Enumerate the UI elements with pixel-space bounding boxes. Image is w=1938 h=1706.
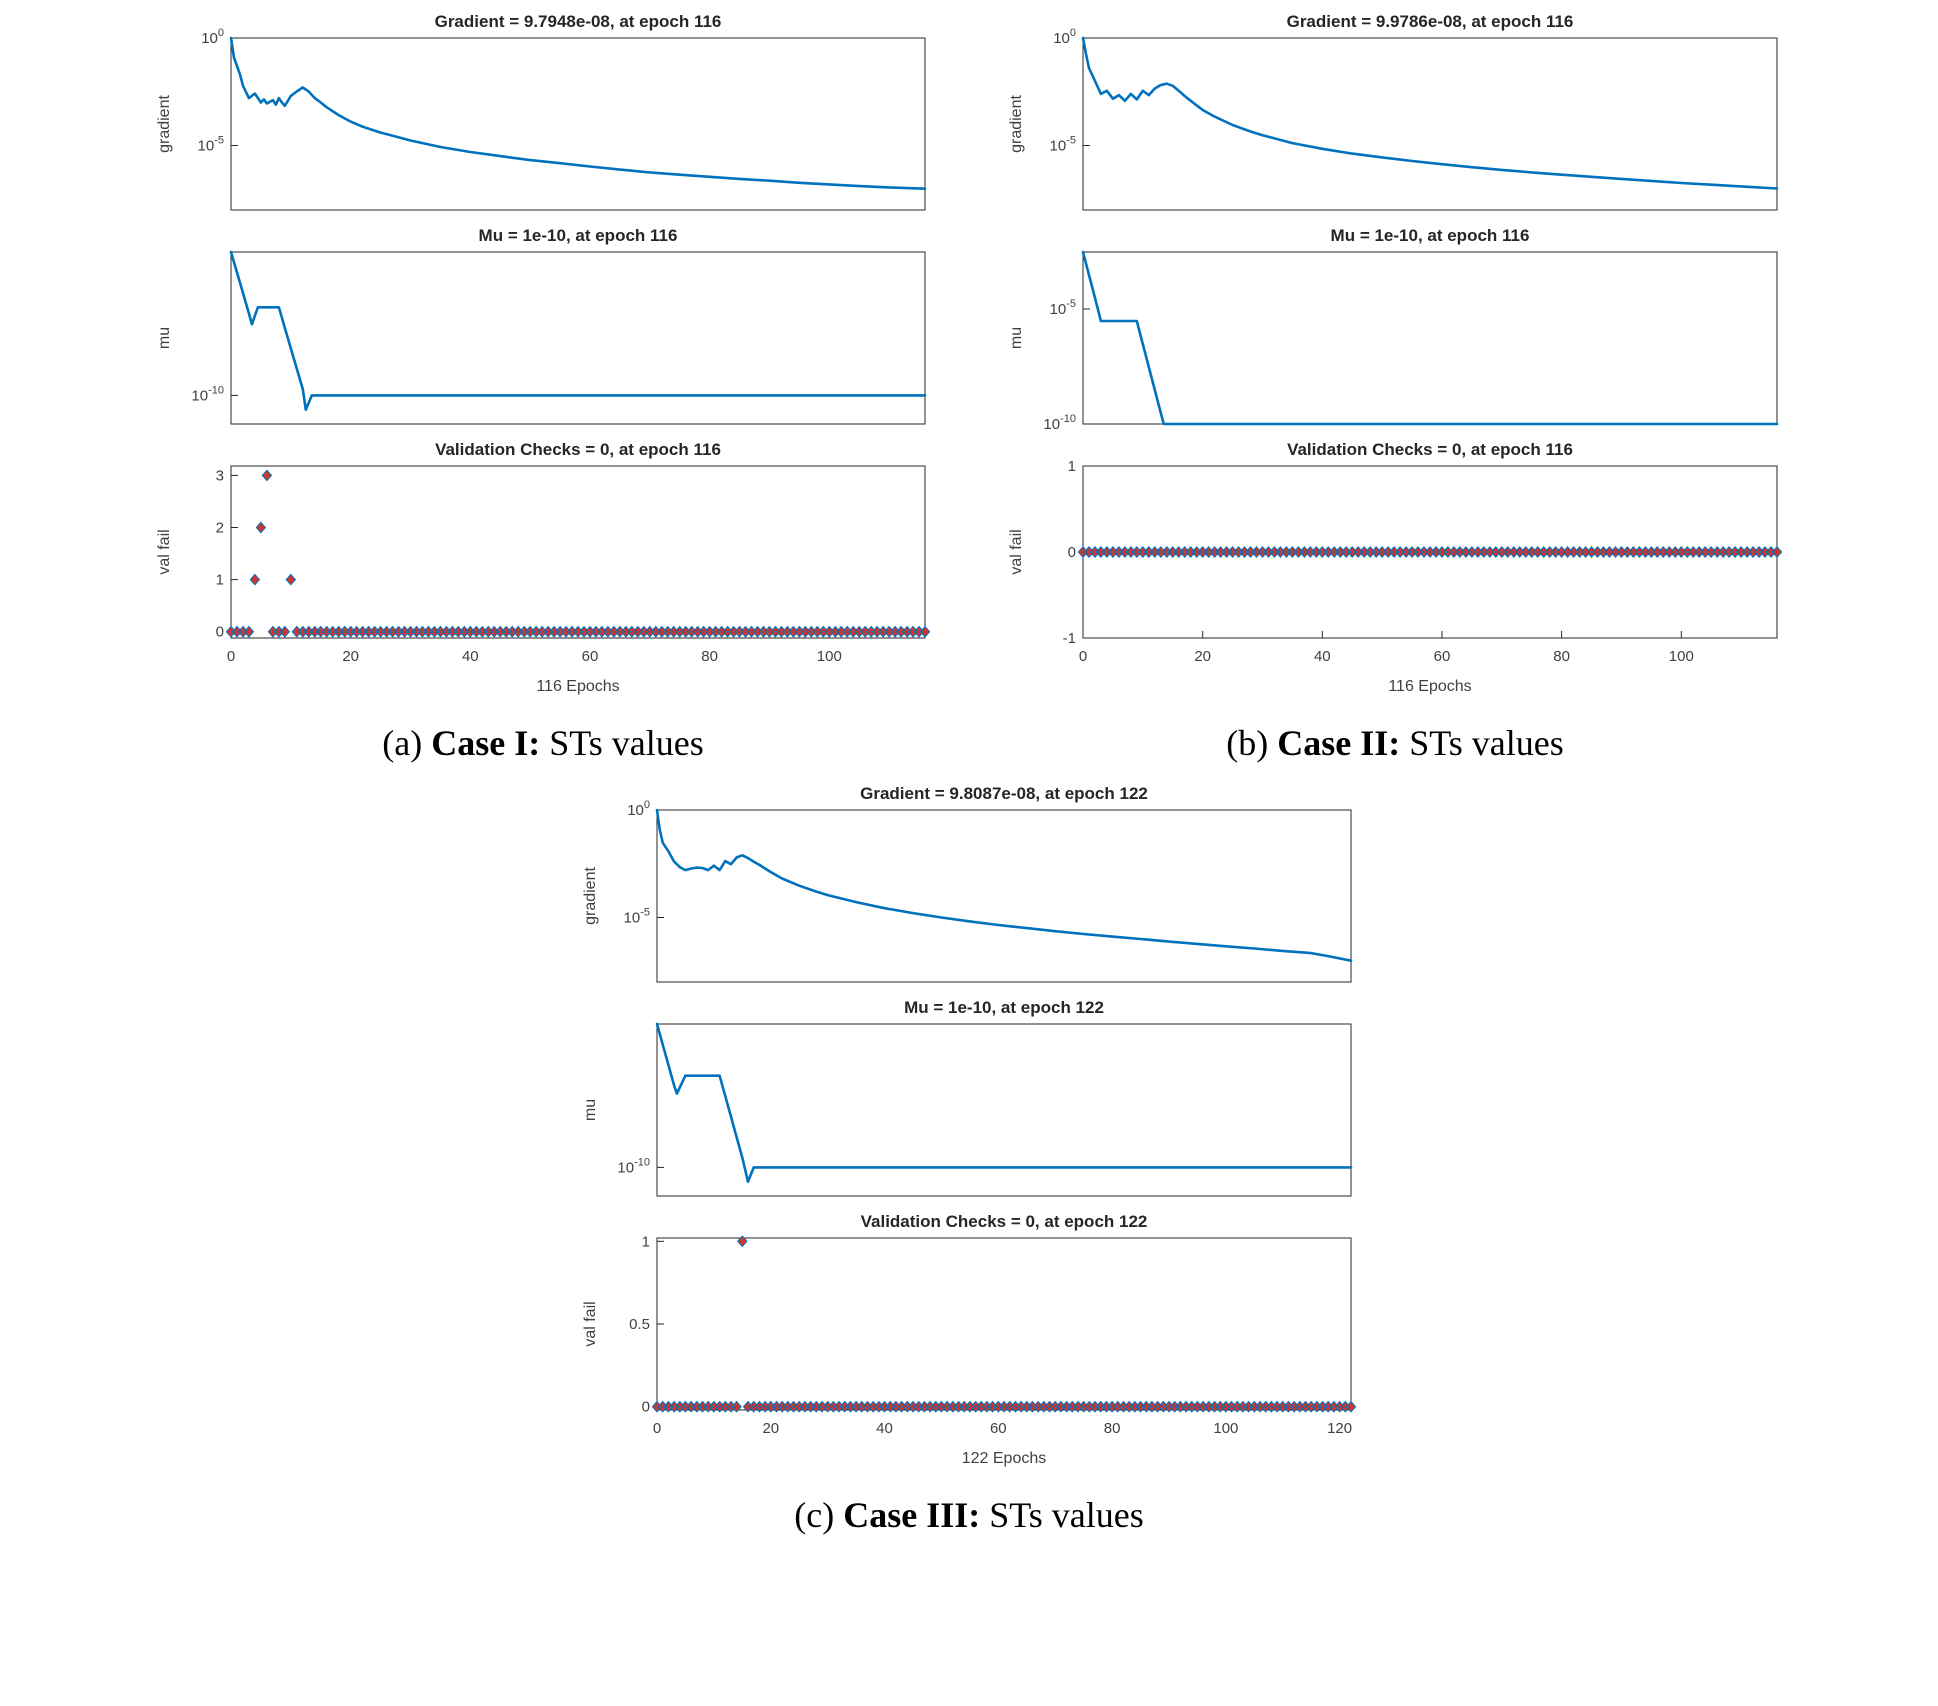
svg-text:40: 40 — [462, 648, 479, 665]
svg-text:100: 100 — [1053, 27, 1076, 47]
subplot-val-fail-case-c: Validation Checks = 0, at epoch 122 val f… — [579, 1208, 1359, 1486]
svg-text:3: 3 — [216, 467, 224, 484]
svg-text:Gradient = 9.7948e-08, at epoc: Gradient = 9.7948e-08, at epoch 116 — [435, 12, 722, 31]
svg-text:1: 1 — [642, 1233, 650, 1250]
svg-text:100: 100 — [627, 799, 650, 819]
svg-text:val fail: val fail — [156, 529, 173, 574]
svg-text:1: 1 — [216, 572, 224, 589]
svg-text:Mu = 1e-10, at epoch 116: Mu = 1e-10, at epoch 116 — [479, 226, 678, 245]
captions-top-row: (a) Case I: STs values (b) Case II: STs … — [153, 722, 1785, 764]
svg-text:100: 100 — [1213, 1420, 1238, 1437]
svg-text:mu: mu — [156, 327, 173, 349]
subplot-mu-case-a: Mu = 1e-10, at epoch 116 mu 10-10 — [153, 222, 933, 436]
svg-text:Validation Checks = 0, at epoc: Validation Checks = 0, at epoch 116 — [435, 440, 721, 459]
svg-text:Gradient = 9.8087e-08, at epoc: Gradient = 9.8087e-08, at epoch 122 — [860, 784, 1148, 803]
svg-text:-1: -1 — [1063, 630, 1076, 647]
svg-text:116 Epochs: 116 Epochs — [1388, 678, 1471, 695]
svg-text:val fail: val fail — [1008, 529, 1025, 574]
captions-bottom-row: (c) Case III: STs values — [579, 1494, 1359, 1536]
svg-text:80: 80 — [701, 648, 718, 665]
svg-text:gradient: gradient — [1008, 95, 1025, 153]
svg-text:2: 2 — [216, 520, 224, 537]
svg-text:Mu = 1e-10, at epoch 116: Mu = 1e-10, at epoch 116 — [1331, 226, 1530, 245]
svg-text:60: 60 — [582, 648, 599, 665]
caption-b-case-label: Case II: — [1277, 723, 1401, 763]
caption-a-rest: STs values — [540, 723, 704, 763]
caption-c-rest: STs values — [980, 1495, 1144, 1535]
top-row: Gradient = 9.7948e-08, at epoch 116 gradi… — [153, 8, 1785, 714]
svg-text:100: 100 — [1669, 648, 1694, 665]
svg-text:0: 0 — [1068, 544, 1076, 561]
svg-text:gradient: gradient — [582, 867, 599, 925]
svg-text:0: 0 — [216, 624, 224, 641]
caption-a-case-label: Case I: — [431, 723, 541, 763]
bottom-row: Gradient = 9.8087e-08, at epoch 122 gradi… — [579, 780, 1359, 1486]
svg-text:0: 0 — [1079, 648, 1087, 665]
figure-training-states: Gradient = 9.7948e-08, at epoch 116 gradi… — [153, 8, 1785, 1536]
svg-text:0: 0 — [653, 1420, 661, 1437]
subplot-gradient-case-c: Gradient = 9.8087e-08, at epoch 122 gradi… — [579, 780, 1359, 994]
svg-text:10-5: 10-5 — [1050, 298, 1076, 318]
svg-text:1: 1 — [1068, 458, 1076, 475]
svg-text:Validation Checks = 0, at epoc: Validation Checks = 0, at epoch 116 — [1287, 440, 1573, 459]
svg-text:80: 80 — [1104, 1420, 1121, 1437]
svg-text:Mu = 1e-10, at epoch 122: Mu = 1e-10, at epoch 122 — [904, 998, 1104, 1017]
caption-a-prefix: (a) — [382, 723, 432, 763]
svg-text:Validation Checks = 0, at epoc: Validation Checks = 0, at epoch 122 — [861, 1212, 1148, 1231]
subplot-gradient-case-a: Gradient = 9.7948e-08, at epoch 116 gradi… — [153, 8, 933, 222]
svg-text:10-10: 10-10 — [617, 1156, 650, 1176]
svg-text:60: 60 — [1434, 648, 1451, 665]
svg-text:gradient: gradient — [156, 95, 173, 153]
svg-text:122 Epochs: 122 Epochs — [962, 1450, 1047, 1467]
subplot-val-fail-case-b: Validation Checks = 0, at epoch 116 val f… — [1005, 436, 1785, 714]
caption-a: (a) Case I: STs values — [153, 722, 933, 764]
svg-text:40: 40 — [876, 1420, 893, 1437]
svg-text:0: 0 — [227, 648, 235, 665]
caption-c-case-label: Case III: — [843, 1495, 981, 1535]
svg-text:100: 100 — [201, 27, 224, 47]
svg-text:mu: mu — [582, 1099, 599, 1121]
svg-text:0: 0 — [642, 1399, 650, 1416]
caption-c-prefix: (c) — [794, 1495, 844, 1535]
svg-text:20: 20 — [1194, 648, 1211, 665]
svg-text:10-5: 10-5 — [624, 907, 650, 927]
svg-text:100: 100 — [817, 648, 842, 665]
panel-case-iii: Gradient = 9.8087e-08, at epoch 122 gradi… — [579, 780, 1359, 1486]
svg-text:0.5: 0.5 — [629, 1316, 650, 1333]
svg-text:80: 80 — [1553, 648, 1570, 665]
svg-text:116 Epochs: 116 Epochs — [536, 678, 619, 695]
subplot-mu-case-b: Mu = 1e-10, at epoch 116 mu 10-5 10-10 — [1005, 222, 1785, 436]
subplot-mu-case-c: Mu = 1e-10, at epoch 122 mu 10-10 — [579, 994, 1359, 1208]
caption-b-rest: STs values — [1400, 723, 1564, 763]
caption-b: (b) Case II: STs values — [1005, 722, 1785, 764]
panel-case-ii: Gradient = 9.9786e-08, at epoch 116 gradi… — [1005, 8, 1785, 714]
svg-text:10-5: 10-5 — [198, 135, 224, 155]
caption-c: (c) Case III: STs values — [579, 1494, 1359, 1536]
svg-text:10-10: 10-10 — [191, 384, 224, 404]
svg-text:10-5: 10-5 — [1050, 135, 1076, 155]
svg-text:val fail: val fail — [582, 1301, 599, 1346]
caption-b-prefix: (b) — [1226, 723, 1278, 763]
subplot-val-fail-case-a: Validation Checks = 0, at epoch 116 val f… — [153, 436, 933, 714]
svg-text:mu: mu — [1008, 327, 1025, 349]
svg-text:120: 120 — [1327, 1420, 1352, 1437]
svg-text:10-10: 10-10 — [1043, 413, 1076, 433]
svg-text:20: 20 — [762, 1420, 779, 1437]
svg-text:20: 20 — [342, 648, 359, 665]
panel-case-i: Gradient = 9.7948e-08, at epoch 116 gradi… — [153, 8, 933, 714]
svg-text:60: 60 — [990, 1420, 1007, 1437]
svg-text:40: 40 — [1314, 648, 1331, 665]
svg-text:Gradient = 9.9786e-08, at epoc: Gradient = 9.9786e-08, at epoch 116 — [1287, 12, 1574, 31]
subplot-gradient-case-b: Gradient = 9.9786e-08, at epoch 116 gradi… — [1005, 8, 1785, 222]
